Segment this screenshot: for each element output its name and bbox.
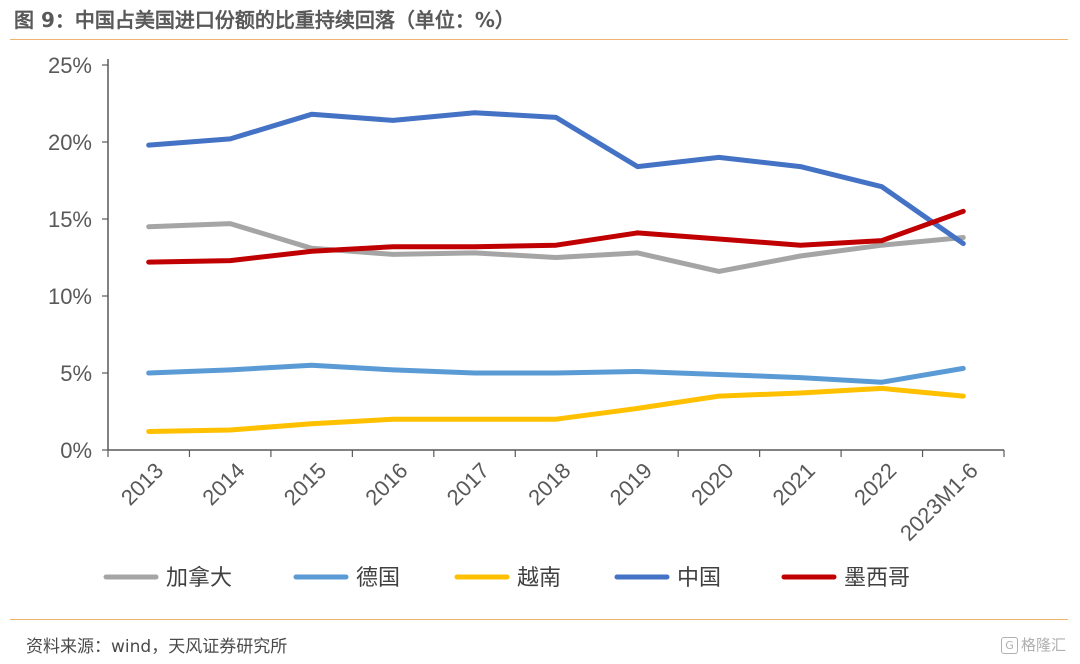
series-line	[146, 362, 966, 385]
x-tick-label: 2019	[605, 458, 657, 510]
title-divider	[10, 39, 1068, 40]
x-tick-label: 2018	[523, 458, 575, 510]
x-tick-label: 2014	[197, 458, 249, 510]
x-tick-label: 2017	[442, 458, 494, 510]
y-tick-label: 0%	[60, 438, 92, 463]
y-tick-label: 15%	[48, 207, 92, 232]
series-line	[146, 208, 966, 265]
legend-label: 德国	[356, 566, 400, 591]
x-tick-label: 2021	[768, 458, 820, 510]
y-axis-ticks: 0% 5% 10% 15% 20% 25%	[48, 53, 108, 463]
chart-legend: 加拿大 德国 越南 中国 墨西哥	[103, 565, 910, 591]
x-tick-label: 2022	[849, 458, 901, 510]
series-line	[146, 110, 966, 247]
y-tick-label: 25%	[48, 53, 92, 78]
legend-label: 越南	[517, 566, 561, 591]
y-tick-label: 5%	[60, 361, 92, 386]
x-tick-label: 2013	[116, 458, 168, 510]
source-note: 资料来源：wind，天风证券研究所	[26, 637, 288, 657]
y-tick-label: 10%	[48, 284, 92, 309]
legend-label: 中国	[677, 566, 721, 591]
series-line	[146, 385, 966, 434]
footer-divider	[10, 619, 1068, 620]
line-chart: 0%5%10%15%20%25% 2013 2014 2015 2016 2017 201…	[48, 53, 1005, 591]
watermark-logo-icon: G	[1000, 637, 1018, 654]
legend-label: 加拿大	[166, 565, 232, 591]
figure-title: 图 9：中国占美国进口份额的比重持续回落（单位：%）	[14, 8, 515, 32]
legend-label: 墨西哥	[844, 566, 910, 591]
chart-axes	[107, 59, 1005, 457]
series-line	[146, 221, 966, 274]
watermark-text: 格隆汇	[1020, 636, 1066, 654]
x-tick-label: 2015	[279, 458, 331, 510]
x-tick-label: 2023M1-6	[895, 458, 983, 546]
x-tick-label: 2016	[360, 458, 412, 510]
x-tick-label: 2020	[686, 458, 738, 510]
y-tick-label: 20%	[48, 130, 92, 155]
x-axis-ticks: 2013 2014 2015 2016 2017 2018 2019 2020 2021 2022…	[116, 458, 983, 546]
series-lines	[146, 110, 966, 434]
watermark: G 格隆汇	[1000, 634, 1066, 655]
